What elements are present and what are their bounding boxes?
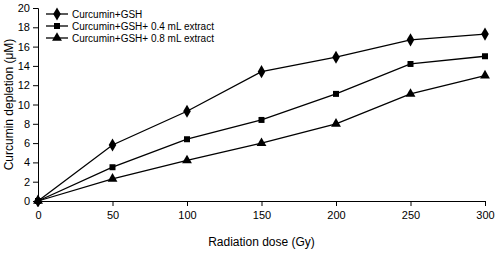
marker [257,137,267,146]
y-axis-line [33,9,39,202]
legend: Curcumin+GSHCurcumin+GSH+ 0.4 mL extract… [46,7,214,43]
x-tick: 200 [327,201,345,221]
y-tick-mark [33,27,38,28]
marker [33,195,43,204]
series [34,27,489,207]
y-tick-label: 4 [24,156,30,168]
marker [480,70,490,79]
legend-item: Curcumin+GSH+ 0.8 mL extract [46,32,214,43]
x-tick-mark [485,201,486,206]
x-axis-line [39,202,486,207]
y-tick: 16 [18,41,38,53]
plot: 0 50 100 150 200 250 300 0 2 4 6 8 10 12 14 16 18 20 Curcu… [18,2,495,221]
legend-marker [53,7,61,20]
y-tick: 20 [18,2,38,14]
legend-marker [54,23,60,29]
x-tick-mark [411,201,412,206]
y-tick: 4 [24,156,38,168]
y-tick-mark [33,8,38,9]
marker [108,173,118,182]
y-tick: 10 [18,99,38,111]
marker [482,53,488,59]
y-tick-mark [33,182,38,183]
x-tick: 250 [402,201,420,221]
y-tick-mark [33,47,38,48]
legend-item: Curcumin+GSH [46,7,142,20]
y-tick-label: 2 [24,176,30,188]
legend-label: Curcumin+GSH+ 0.8 mL extract [72,33,214,44]
x-tick-mark [262,201,263,206]
marker [110,164,116,170]
x-tick-label: 0 [35,209,41,221]
y-tick-label: 20 [18,2,30,14]
y-tick: 14 [18,60,38,72]
y-tick-mark [33,143,38,144]
marker [333,91,339,97]
x-axis: 0 50 100 150 200 250 300 [35,201,494,221]
y-tick-label: 10 [18,99,30,111]
legend-label: Curcumin+GSH [72,9,142,20]
x-tick: 300 [476,201,494,221]
marker [331,118,341,127]
y-tick-label: 12 [18,79,30,91]
y-tick-label: 0 [24,195,30,207]
marker [408,61,414,67]
series-line [38,56,485,201]
marker [109,138,117,151]
marker [183,105,191,118]
marker [184,136,190,142]
x-tick-label: 300 [476,209,494,221]
y-tick-label: 6 [24,137,30,149]
y-tick-label: 16 [18,41,30,53]
x-tick-mark [113,201,114,206]
data-layer [33,27,490,207]
legend-marker [52,32,62,41]
x-tick-mark [336,201,337,206]
series-line [38,34,485,201]
y-tick-label: 14 [18,60,30,72]
series [33,70,490,204]
y-tick-mark [33,66,38,67]
y-axis: 0 2 4 6 8 10 12 14 16 18 20 [18,2,39,207]
x-tick-label: 100 [178,209,196,221]
x-tick: 100 [178,201,196,221]
y-tick: 6 [24,137,38,149]
x-axis-title: Radiation dose (Gy) [208,235,315,249]
y-tick-mark [33,105,38,106]
y-tick-mark [33,85,38,86]
x-tick: 150 [253,201,271,221]
y-tick-label: 18 [18,21,30,33]
marker [259,117,265,123]
legend-item: Curcumin+GSH+ 0.4 mL extract [46,21,214,32]
y-tick-mark [33,124,38,125]
x-tick: 50 [107,201,119,221]
marker [406,88,416,97]
y-axis-title: Curcumin depletion (μM) [2,39,16,171]
y-tick: 2 [24,176,38,188]
marker [182,155,192,164]
y-tick: 12 [18,79,38,91]
legend-label: Curcumin+GSH+ 0.4 mL extract [72,21,214,32]
y-tick: 18 [18,21,38,33]
x-tick-label: 250 [402,209,420,221]
series-line [38,76,485,201]
marker [481,27,489,40]
marker [258,65,266,78]
x-tick-mark [187,201,188,206]
x-tick-label: 200 [327,209,345,221]
y-tick: 8 [24,118,38,130]
marker [332,51,340,64]
chart: 0 50 100 150 200 250 300 0 2 4 6 8 10 12 14 16 18 20 Curcu… [0,0,500,256]
series [35,53,488,204]
x-tick-label: 150 [253,209,271,221]
x-tick-label: 50 [107,209,119,221]
y-tick-label: 8 [24,118,30,130]
marker [407,33,415,46]
y-tick-mark [33,162,38,163]
